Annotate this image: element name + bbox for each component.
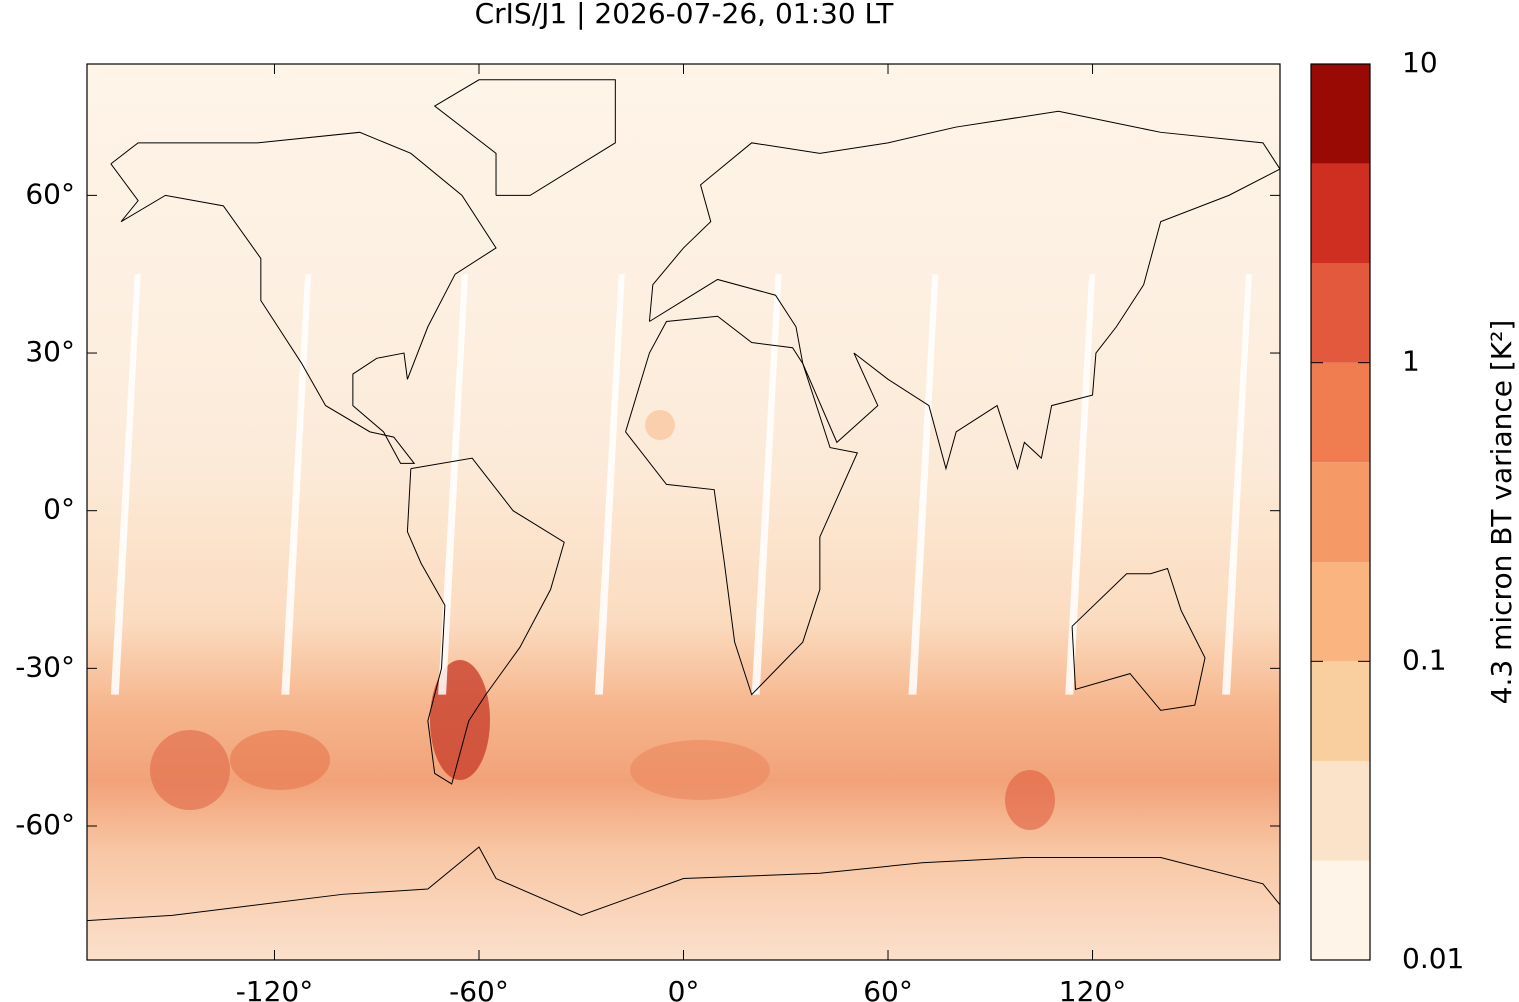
colorbar-tick-label: 0.01 xyxy=(1402,942,1464,975)
y-tick-label: 60° xyxy=(25,177,75,210)
x-tick-label: 120° xyxy=(1059,975,1126,1002)
field-blob xyxy=(630,740,770,800)
colorbar-tick-label: 10 xyxy=(1402,46,1438,79)
field-blob xyxy=(1005,770,1055,830)
coastline xyxy=(87,846,1280,922)
y-tick-label: -60° xyxy=(15,808,75,841)
coastline xyxy=(648,110,1280,471)
coastline xyxy=(433,79,616,196)
x-tick-label: 60° xyxy=(863,975,913,1002)
colorbar-label: 4.3 micron BT variance [K²] xyxy=(1485,320,1518,705)
coastline xyxy=(625,315,859,696)
swath-gap xyxy=(1222,274,1252,695)
colorbar-band xyxy=(1311,562,1370,662)
coastlines xyxy=(87,79,1280,922)
swath-gap xyxy=(1065,274,1096,695)
swath-gap xyxy=(908,274,939,695)
field-background xyxy=(87,64,1280,960)
colorbar-band xyxy=(1311,860,1370,960)
colorbar-tick-label: 0.1 xyxy=(1402,643,1447,676)
x-tick-label: -120° xyxy=(236,975,314,1002)
field-blob xyxy=(645,410,675,440)
swath-gap xyxy=(751,274,782,695)
colorbar-band xyxy=(1311,64,1370,164)
plot-frame xyxy=(86,63,1281,961)
coastline xyxy=(406,457,565,785)
map-title: CrIS/J1 | 2026-07-26, 01:30 LT xyxy=(475,0,895,30)
field-blob xyxy=(150,730,230,810)
colorbar-band xyxy=(1311,163,1370,264)
swath-gap xyxy=(438,274,468,695)
y-tick-label: 0° xyxy=(43,493,75,526)
colorbar-band xyxy=(1311,661,1370,761)
colorbar-band xyxy=(1311,462,1370,563)
colorbar-band xyxy=(1311,760,1370,861)
y-tick-label: -30° xyxy=(15,650,75,683)
colorbar-frame xyxy=(1310,63,1371,961)
y-tick-label: 30° xyxy=(25,335,75,368)
field-blob xyxy=(230,730,330,790)
swath-gap xyxy=(110,274,141,695)
swath-gap xyxy=(281,274,312,695)
swath-gap xyxy=(594,274,625,695)
map-field xyxy=(87,64,1280,960)
colorbar-tick-label: 1 xyxy=(1402,345,1420,378)
coastline xyxy=(110,131,497,464)
coastline xyxy=(1071,567,1206,711)
x-tick-label: 0° xyxy=(668,975,700,1002)
colorbar-band xyxy=(1311,263,1370,363)
x-tick-label: -60° xyxy=(449,975,509,1002)
colorbar-band xyxy=(1311,362,1370,463)
